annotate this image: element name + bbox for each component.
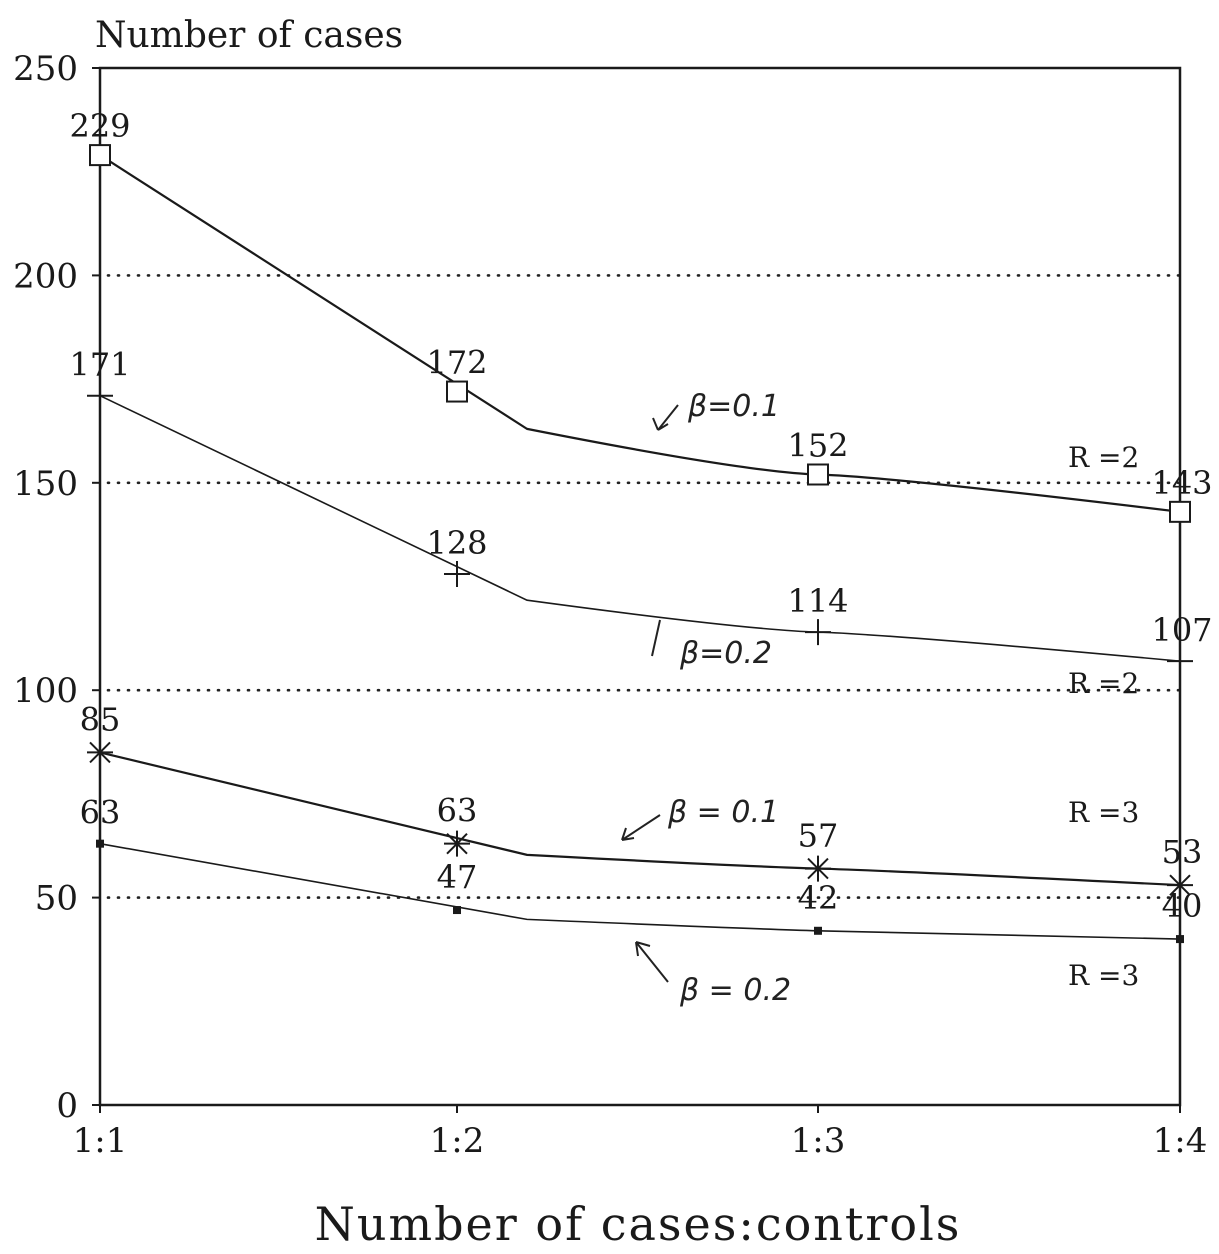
x-axis-label: Number of cases:controls — [315, 1197, 962, 1251]
square-marker — [1169, 500, 1191, 523]
x-tick-label: 1:3 — [791, 1121, 846, 1161]
plus-marker — [805, 619, 831, 646]
r-annotation: R =3 — [1068, 796, 1139, 829]
x-ticks: 1:1 1:2 1:3 1:4 — [73, 1105, 1208, 1161]
y-tick-label: 100 — [13, 671, 78, 711]
data-label: 152 — [787, 427, 848, 465]
r-annotation: R =3 — [1068, 959, 1139, 992]
beta-annotation: β=0.1 — [687, 389, 780, 424]
series-line — [99, 394, 1181, 662]
beta-annotation: β = 0.2 — [679, 973, 791, 1008]
data-label: 229 — [69, 107, 130, 145]
series-line — [99, 842, 1181, 940]
beta-annotation: β = 0.1 — [667, 795, 779, 830]
y-ticks: 0 50 100 150 200 250 — [13, 49, 100, 1126]
data-label: 47 — [437, 858, 478, 896]
x-tick-label: 1:1 — [73, 1121, 128, 1161]
data-label: 40 — [1162, 887, 1203, 925]
data-label: 63 — [80, 794, 121, 832]
square-marker — [89, 144, 111, 167]
plot-frame — [98, 66, 1182, 1107]
x-tick-label: 1:4 — [1153, 1121, 1208, 1161]
dot-marker — [453, 906, 461, 915]
annotations: β=0.1 R =2 β=0.2 R =2 β = 0.1 R =3 β = 0.2 R =3 — [621, 389, 1139, 1008]
data-label: 172 — [426, 344, 487, 382]
beta-annotation: β=0.2 — [679, 636, 772, 671]
series-1: 229 172 152 143 — [69, 107, 1213, 523]
data-label: 85 — [80, 700, 121, 738]
y-tick-label: 50 — [35, 879, 78, 919]
series-line — [99, 154, 1181, 513]
series-2: 171 128 114 107 — [69, 346, 1213, 675]
dot-marker — [1176, 935, 1184, 944]
star-marker — [444, 830, 470, 857]
x-tick-label: 1:2 — [430, 1121, 485, 1161]
square-marker — [807, 463, 829, 486]
series-group: 229 172 152 143 171 128 114 107 85 63 57 53 63 47 42 40 — [69, 107, 1213, 944]
gridlines — [106, 274, 1182, 899]
series-3: 85 63 57 53 — [80, 700, 1203, 899]
annotation-arrow — [635, 941, 669, 983]
y-tick-label: 200 — [13, 256, 78, 296]
square-marker — [446, 380, 468, 403]
data-label: 143 — [1151, 464, 1212, 502]
series-line — [99, 751, 1181, 887]
data-label: 107 — [1151, 611, 1212, 649]
annotation-arrow — [652, 404, 679, 431]
data-label: 63 — [437, 792, 478, 830]
data-label: 42 — [798, 879, 839, 917]
r-annotation: R =2 — [1068, 441, 1139, 474]
y-tick-label: 0 — [56, 1086, 78, 1126]
annotation-arrow — [621, 814, 661, 841]
data-label: 128 — [426, 524, 487, 562]
star-marker — [87, 739, 113, 766]
plus-marker — [444, 561, 470, 588]
data-label: 171 — [69, 346, 130, 384]
annotation-arrow — [651, 619, 661, 657]
y-tick-label: 250 — [13, 49, 78, 89]
star-marker — [1167, 872, 1193, 899]
y-tick-label: 150 — [13, 464, 78, 504]
data-label: 53 — [1162, 833, 1203, 871]
r-annotation: R =2 — [1068, 667, 1139, 700]
y-axis-label: Number of cases — [95, 15, 403, 56]
data-label: 114 — [787, 582, 848, 620]
series-4: 63 47 42 40 — [80, 794, 1203, 944]
plus-marker — [1167, 648, 1193, 675]
plus-marker — [87, 382, 113, 409]
star-marker — [805, 855, 831, 882]
dot-marker — [96, 839, 104, 848]
data-label: 57 — [798, 817, 839, 855]
dot-marker — [814, 926, 822, 935]
